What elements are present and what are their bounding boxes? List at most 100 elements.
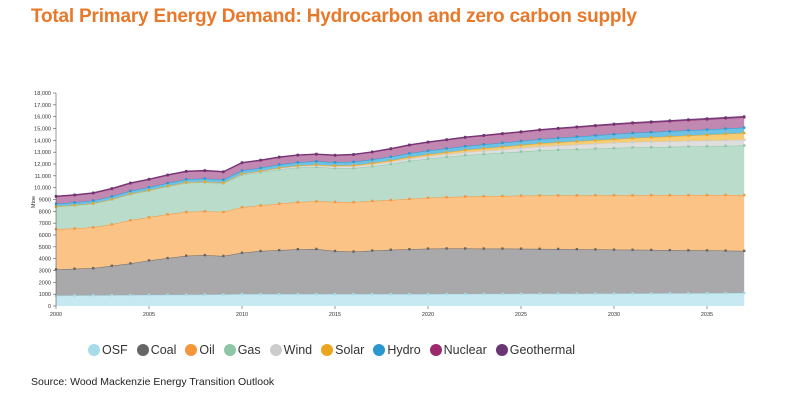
marker-osf-2015 xyxy=(333,292,337,296)
y-tick-label: 7000 xyxy=(39,221,51,227)
legend: OSF Coal Oil Gas Wind Solar Hydro Nuclear Geothe… xyxy=(88,343,575,357)
marker-hydro-2006 xyxy=(166,181,169,185)
marker-gas-2022 xyxy=(464,153,467,157)
marker-solar-2015 xyxy=(333,164,337,167)
y-tick-label: 14,000 xyxy=(34,138,51,144)
marker-coal-2014 xyxy=(315,247,318,251)
marker-solar-2030 xyxy=(612,137,616,141)
legend-label: Wind xyxy=(283,343,313,357)
marker-oil-2025 xyxy=(519,194,523,197)
y-tick-label: 3000 xyxy=(39,269,51,275)
line-geothermal xyxy=(55,116,745,197)
marker-hydro-2032 xyxy=(650,130,653,134)
marker-osf-2018 xyxy=(389,292,392,296)
marker-solar-2009 xyxy=(222,181,225,184)
area-wind xyxy=(56,139,745,207)
legend-label: Geothermal xyxy=(509,343,576,357)
legend-item-osf[interactable]: OSF xyxy=(88,343,128,357)
marker-oil-2031 xyxy=(631,194,634,197)
marker-hydro-2033 xyxy=(668,129,671,133)
marker-coal-2006 xyxy=(166,256,169,260)
marker-geothermal-2023 xyxy=(482,134,485,137)
y-axis: 0 1000 2000 3000 4000 5000 6000 7000 8000 9000 10,… xyxy=(34,91,57,310)
marker-coal-2012 xyxy=(278,248,281,252)
legend-label: Oil xyxy=(199,343,215,357)
marker-solar-2005 xyxy=(147,188,151,192)
marker-geothermal-2033 xyxy=(668,119,671,122)
marker-hydro-2024 xyxy=(501,141,504,144)
marker-hydro-2028 xyxy=(575,135,578,138)
marker-coal-2015 xyxy=(333,249,337,253)
marker-oil-2035 xyxy=(705,193,709,197)
y-tick-label: 4000 xyxy=(39,257,51,263)
marker-hydro-2014 xyxy=(315,160,318,163)
legend-item-geothermal[interactable]: Geothermal xyxy=(495,343,576,357)
marker-oil-2006 xyxy=(166,213,169,216)
legend-swatch-icon xyxy=(185,344,198,356)
marker-osf-2027 xyxy=(557,292,560,295)
marker-hydro-2037 xyxy=(743,126,746,129)
marker-solar-2020 xyxy=(426,153,430,156)
marker-hydro-2016 xyxy=(352,160,355,163)
marker-gas-2024 xyxy=(501,151,504,154)
marker-coal-2027 xyxy=(557,247,560,251)
marker-wind-2028 xyxy=(575,143,578,146)
legend-item-coal[interactable]: Coal xyxy=(136,343,176,357)
legend-item-wind[interactable]: Wind xyxy=(269,343,313,357)
marker-geothermal-2036 xyxy=(724,116,727,119)
marker-wind-2034 xyxy=(687,139,690,143)
marker-geothermal-2020 xyxy=(426,140,430,144)
marker-gas-2035 xyxy=(705,145,709,148)
marker-coal-2008 xyxy=(203,253,206,257)
legend-swatch-icon xyxy=(429,344,442,356)
marker-oil-2030 xyxy=(612,194,616,197)
marker-oil-2019 xyxy=(408,197,411,201)
marker-oil-2020 xyxy=(426,196,430,199)
marker-gas-2030 xyxy=(612,146,616,150)
marker-geothermal-2037 xyxy=(743,115,746,118)
marker-coal-2029 xyxy=(594,248,597,251)
marker-coal-2001 xyxy=(73,267,76,270)
marker-solar-2004 xyxy=(129,192,132,195)
legend-item-hydro[interactable]: Hydro xyxy=(373,343,421,357)
marker-osf-2022 xyxy=(464,292,467,296)
marker-solar-2003 xyxy=(110,197,113,201)
legend-item-nuclear[interactable]: Nuclear xyxy=(429,343,487,357)
marker-geothermal-2029 xyxy=(594,124,597,127)
marker-wind-2018 xyxy=(389,160,392,164)
marker-osf-2017 xyxy=(371,292,374,296)
marker-geothermal-2035 xyxy=(705,117,709,120)
marker-osf-2037 xyxy=(743,291,746,295)
marker-solar-2018 xyxy=(389,159,392,162)
marker-geothermal-2004 xyxy=(129,181,132,185)
marker-hydro-2003 xyxy=(110,195,113,198)
area-coal xyxy=(56,248,745,296)
marker-gas-2013 xyxy=(296,166,299,169)
marker-gas-2026 xyxy=(538,149,541,152)
marker-coal-2028 xyxy=(575,248,578,251)
area-solar xyxy=(56,132,745,207)
marker-osf-2003 xyxy=(110,294,113,297)
marker-solar-2014 xyxy=(315,163,318,166)
marker-hydro-2010 xyxy=(240,169,244,172)
marker-osf-2028 xyxy=(575,292,578,295)
marker-geothermal-2011 xyxy=(259,158,262,162)
marker-gas-2037 xyxy=(743,144,746,147)
legend-item-gas[interactable]: Gas xyxy=(223,343,261,357)
marker-solar-2026 xyxy=(538,142,541,145)
marker-gas-2015 xyxy=(333,166,337,170)
marker-hydro-2036 xyxy=(724,127,727,130)
marker-gas-2036 xyxy=(724,144,727,148)
area-osf xyxy=(56,292,745,306)
area-nuclear xyxy=(56,117,745,204)
marker-coal-2011 xyxy=(259,249,262,253)
marker-osf-2002 xyxy=(92,294,95,297)
y-tick-label: 2000 xyxy=(39,280,51,286)
legend-item-solar[interactable]: Solar xyxy=(321,343,364,357)
x-tick-label: 2000 xyxy=(50,312,62,318)
marker-coal-2036 xyxy=(724,249,727,252)
legend-swatch-icon xyxy=(321,344,334,356)
marker-solar-2010 xyxy=(240,172,244,175)
legend-item-oil[interactable]: Oil xyxy=(185,343,215,357)
marker-geothermal-2010 xyxy=(240,161,244,164)
